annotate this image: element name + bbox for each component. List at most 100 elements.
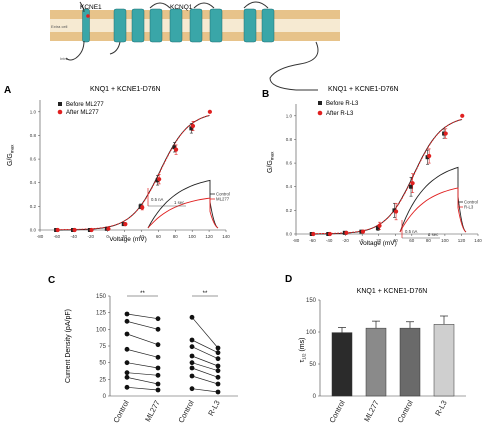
- data-point-drug: [410, 181, 415, 186]
- data-point-drug: [190, 123, 196, 129]
- x-category-label: Control: [327, 398, 346, 424]
- data-point-after: [155, 316, 161, 322]
- x-tick-label: 100: [188, 234, 196, 239]
- bar-control: [331, 332, 353, 397]
- scale-bar-current-label: 0.5 nA: [151, 197, 164, 202]
- panel-d-y-axis-label: τ1/2 (ms): [299, 338, 307, 363]
- data-point-drug: [360, 229, 366, 234]
- legend-marker-before-rl3: [318, 101, 322, 105]
- data-point-drug: [327, 231, 332, 237]
- paired-connector: [191, 339, 219, 353]
- data-point-after: [215, 389, 221, 395]
- data-point-before: [124, 311, 130, 317]
- y-tick-label: 0.0: [30, 228, 37, 233]
- data-point-after: [215, 381, 221, 387]
- y-tick-label: 50: [99, 361, 106, 367]
- fit-curve-drug: [57, 114, 210, 231]
- scale-bar-current-label: 0.5 nA: [405, 229, 418, 234]
- data-point-before: [189, 337, 195, 343]
- y-tick-label: 150: [96, 294, 107, 300]
- x-tick-label: 0: [361, 238, 364, 243]
- bar-control: [399, 327, 421, 397]
- y-tick-label: 25: [99, 377, 106, 383]
- extracellular-loop: [149, 2, 171, 9]
- data-point-before: [189, 386, 195, 392]
- data-point-before: [189, 353, 195, 359]
- x-tick-label: -20: [342, 238, 349, 243]
- data-point-before: [189, 344, 195, 350]
- data-point-before: [124, 346, 130, 352]
- data-point-drug: [173, 147, 179, 152]
- paired-connector: [191, 367, 219, 378]
- y-tick-label: 150: [306, 298, 317, 304]
- kcnq1-n-terminus: [109, 41, 121, 55]
- data-point-drug: [106, 226, 111, 231]
- panel-d-tau-half: D KNQ1 + KCNE1-D76N τ1/2 (ms) 050100150 …: [285, 274, 466, 424]
- panel-a-y-axis-label: G/Gmax: [7, 144, 15, 166]
- intracellular-label: Intra: [60, 56, 69, 61]
- panel-a-fit-curve: [56, 114, 210, 231]
- data-point-before: [189, 314, 195, 320]
- pore-loop: [243, 1, 269, 9]
- y-tick-label: 0.0: [286, 232, 293, 237]
- y-tick-label: 0.8: [286, 137, 293, 142]
- x-category-label: Control: [395, 398, 414, 424]
- x-tick-label: 120: [458, 238, 466, 243]
- panel-b-y-axis-label: G/Gmax: [267, 151, 275, 173]
- paired-connector: [126, 333, 159, 345]
- data-point-drug: [72, 227, 77, 233]
- data-point-before: [124, 384, 130, 390]
- x-tick-label: 0: [106, 234, 109, 239]
- panel-b-legend: Before R-L3 After R-L3: [317, 101, 359, 117]
- inset-legend-label: Control: [216, 192, 230, 197]
- legend-label-before-rl3: Before R-L3: [326, 101, 359, 107]
- x-tick-label: 60: [156, 234, 162, 239]
- y-tick-label: 100: [96, 327, 107, 333]
- x-tick-label: 140: [474, 238, 482, 243]
- panel-d-bars: Control ML277 Control R-L3: [327, 315, 455, 424]
- y-tick-label: 1.0: [286, 113, 293, 118]
- topology-diagram: KCNE1 KCNQ1 Extra cell Intra: [50, 1, 340, 91]
- paired-connector: [126, 376, 159, 385]
- paired-connector: [191, 317, 219, 349]
- data-point-drug: [443, 131, 448, 136]
- data-point-after: [155, 387, 161, 393]
- inset-legend-label: R-L3: [464, 205, 474, 210]
- x-category-label: ML277: [362, 399, 381, 423]
- svg-text:τ1/2 (ms): τ1/2 (ms): [299, 338, 307, 363]
- data-point-after: [215, 345, 221, 351]
- x-tick-label: 20: [376, 238, 382, 243]
- paired-connector: [191, 346, 219, 359]
- kcnq1-c-terminus: [269, 41, 319, 91]
- panel-a-label: A: [4, 85, 11, 96]
- data-point-before: [189, 360, 195, 366]
- current-trace-control: [147, 179, 219, 229]
- scale-bar-time-label: 1 sec: [428, 232, 439, 237]
- y-tick-label: 0: [103, 394, 107, 400]
- data-point-drug: [207, 109, 212, 114]
- data-point-drug: [157, 177, 162, 182]
- current-trace-drug: [399, 187, 467, 233]
- panel-d-title: KNQ1 + KCNE1-D76N: [357, 288, 428, 295]
- data-point-after: [215, 350, 221, 356]
- data-point-drug: [344, 230, 349, 235]
- extracellular-loop: [193, 2, 215, 9]
- d76n-mutation-marker: [86, 14, 90, 18]
- paired-connector: [191, 388, 219, 393]
- transmembrane-helix: [149, 8, 163, 43]
- data-point-after: [155, 354, 161, 360]
- panel-b-axes: -80 -60 -40 -20 0 20 40 60 80 100 120 140 0.0 0.2 0.4 0…: [286, 104, 482, 243]
- data-point-control: [409, 184, 414, 189]
- y-tick-label: 100: [306, 330, 317, 336]
- x-tick-label: 60: [409, 238, 415, 243]
- paired-connector: [126, 348, 159, 358]
- x-tick-label: -20: [87, 234, 94, 239]
- current-trace-control: [399, 166, 467, 233]
- kcne1-label: KCNE1: [80, 4, 102, 11]
- transmembrane-helix: [261, 8, 275, 43]
- paired-connector: [191, 362, 219, 372]
- data-point-drug: [393, 209, 399, 214]
- data-point-before: [124, 374, 130, 380]
